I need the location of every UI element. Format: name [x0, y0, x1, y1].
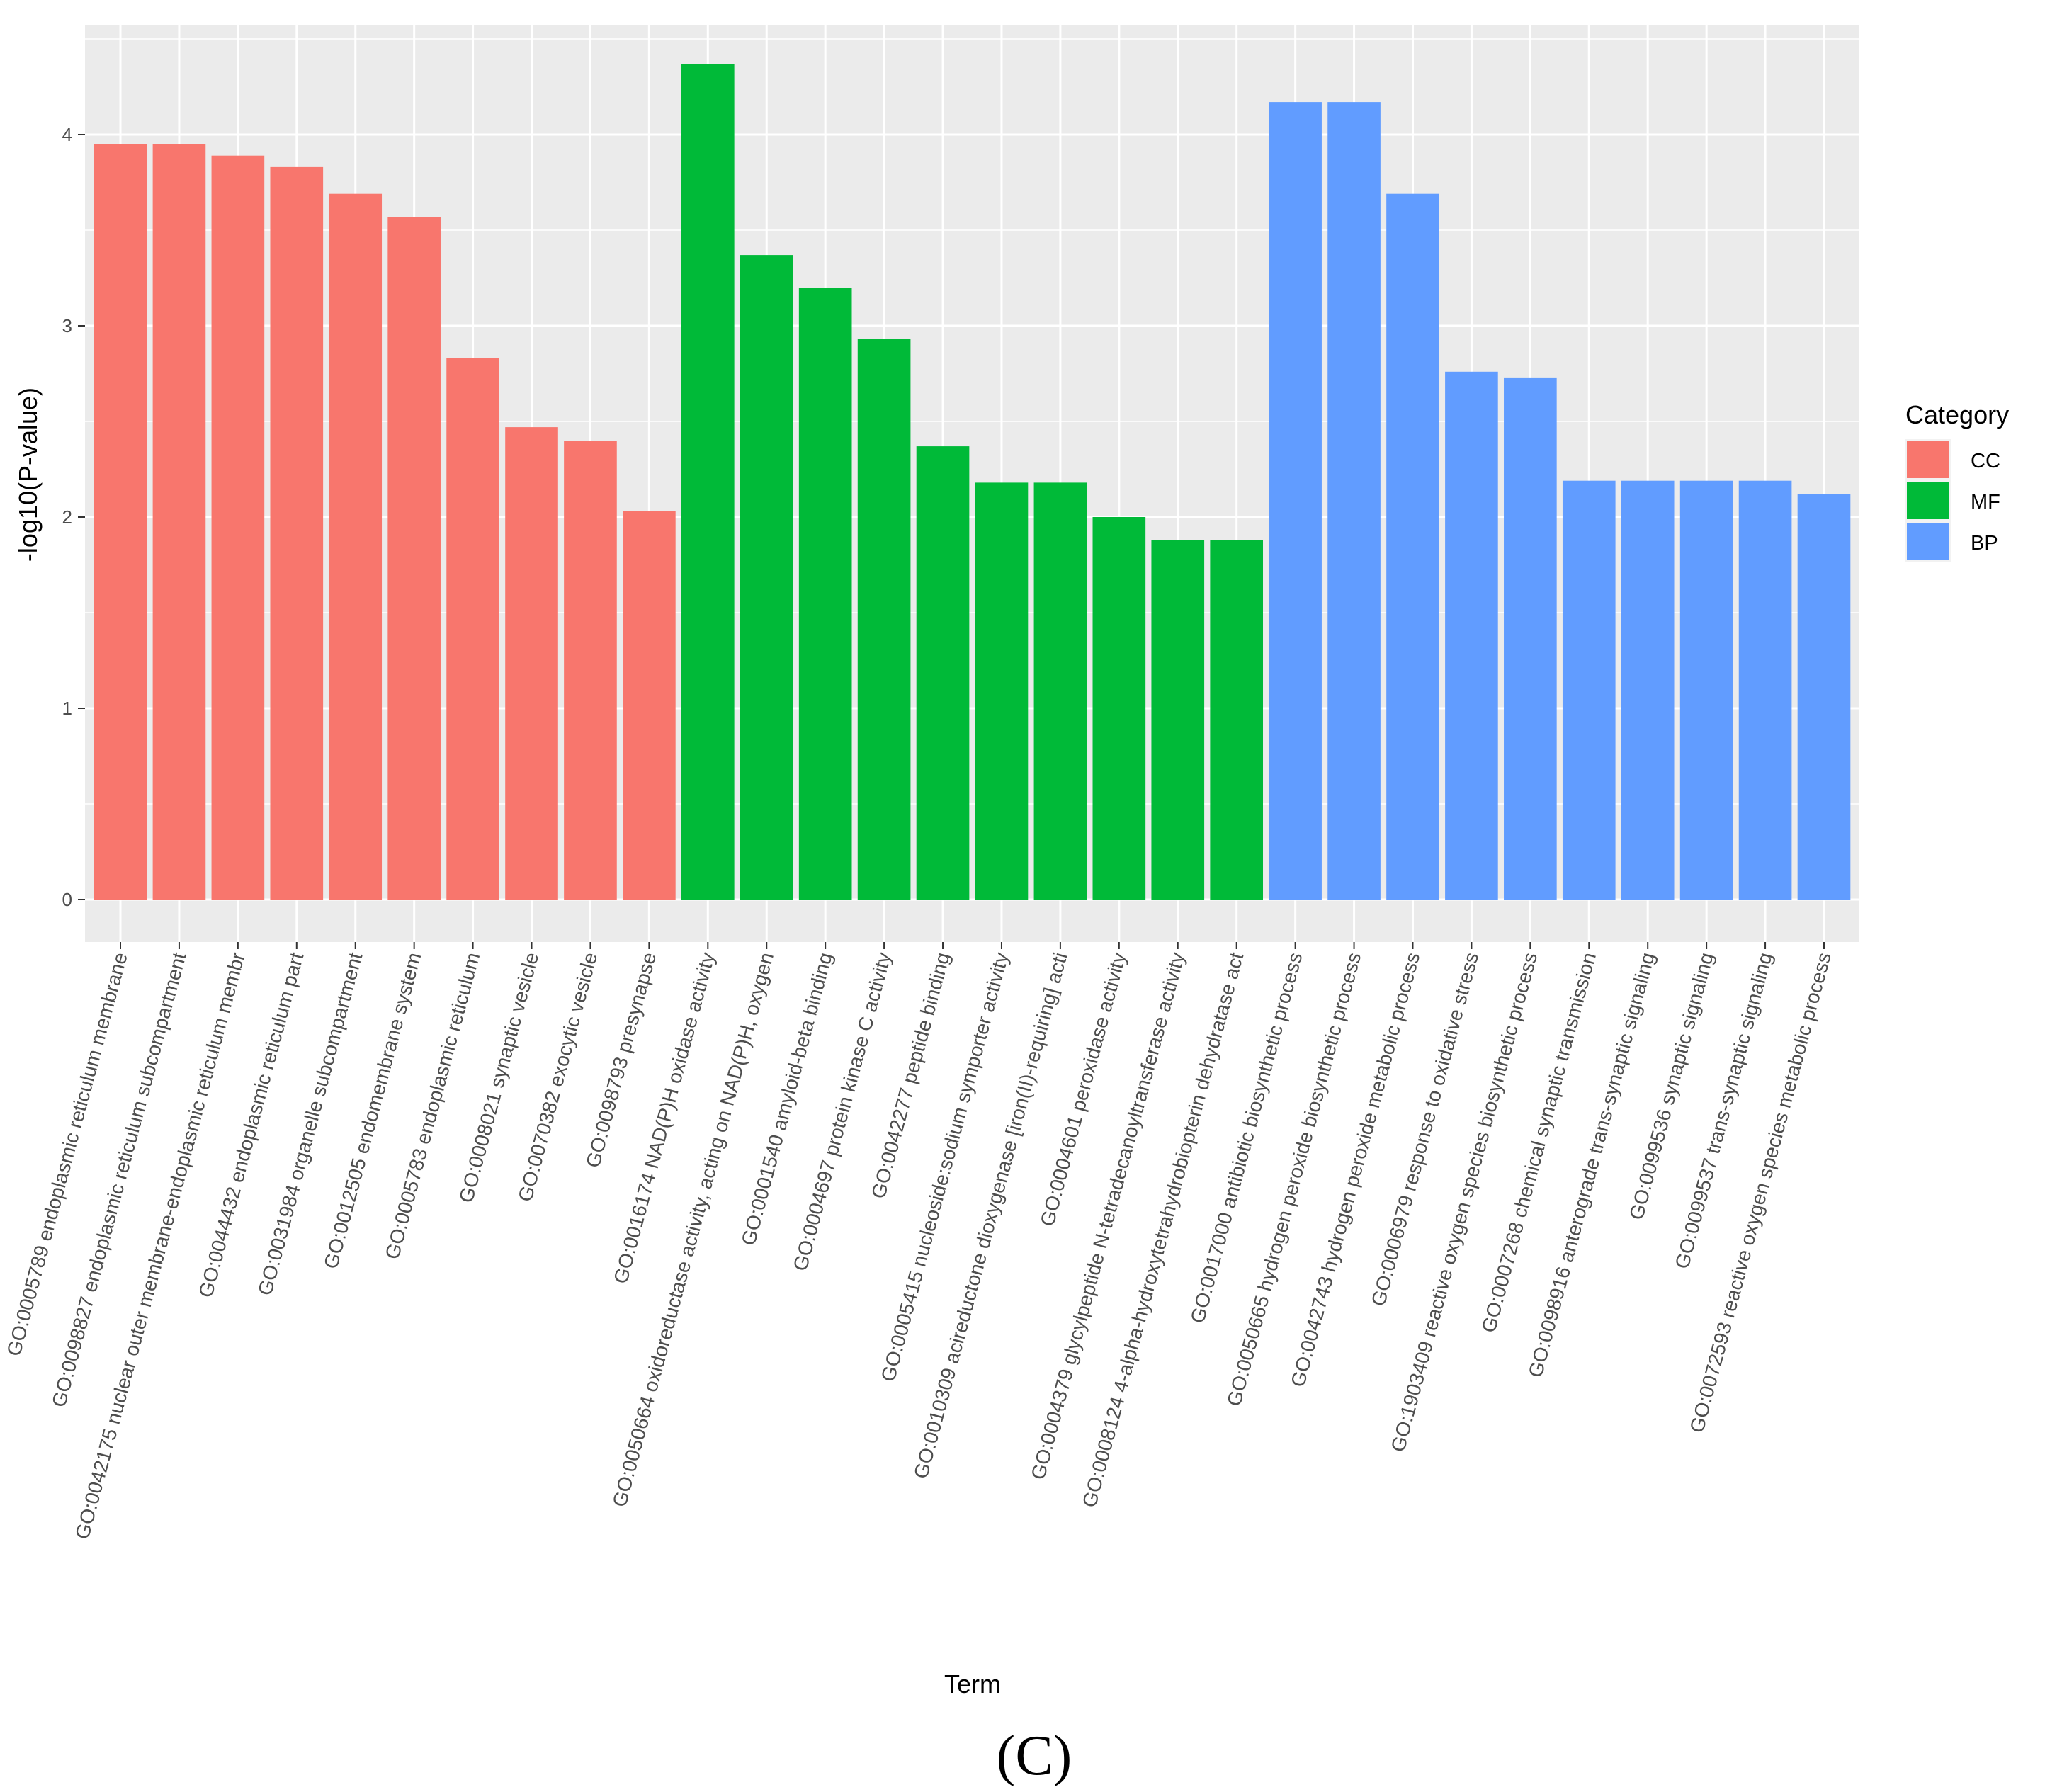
bar-bp — [1562, 480, 1616, 900]
x-axis-title: Term — [944, 1669, 1001, 1699]
bar-mf — [1151, 540, 1205, 900]
panel-caption: (C) — [997, 1725, 1072, 1787]
bar-bp — [1269, 102, 1322, 900]
bar-cc — [623, 511, 676, 900]
bar-bp — [1679, 480, 1733, 900]
x-axis: GO:0005789 endoplasmic reticulum membran… — [3, 942, 1835, 1541]
bar-cc — [94, 144, 147, 900]
bar-mf — [1033, 482, 1087, 900]
bar-bp — [1504, 377, 1557, 900]
bar-cc — [270, 166, 324, 900]
x-tick-label: GO:0044432 endoplasmic reticulum part — [195, 950, 308, 1300]
bar-bp — [1738, 480, 1792, 900]
legend-title: Category — [1905, 400, 2009, 429]
legend-label: CC — [1971, 450, 2000, 472]
bars-group — [94, 64, 1851, 900]
y-axis: 0 1 2 3 4 — [62, 124, 85, 910]
y-tick-label: 1 — [62, 698, 72, 719]
bar-mf — [916, 446, 970, 900]
bar-cc — [505, 427, 558, 900]
bar-mf — [857, 339, 911, 900]
bar-cc — [152, 144, 206, 900]
legend: Category CC MF BP — [1905, 400, 2009, 562]
bar-mf — [975, 482, 1029, 900]
x-tick-label: GO:0031984 organelle subcompartment — [254, 950, 366, 1298]
bar-cc — [211, 155, 265, 900]
y-tick-label: 2 — [62, 506, 72, 528]
bar-bp — [1327, 102, 1381, 900]
bar-cc — [564, 441, 617, 900]
y-tick-label: 3 — [62, 315, 72, 336]
bar-bp — [1797, 494, 1851, 900]
bar-bp — [1621, 480, 1675, 900]
bar-mf — [740, 255, 793, 900]
bar-mf — [1210, 540, 1264, 900]
x-tick-label: GO:0017000 antibiotic biosynthetic proce… — [1186, 951, 1307, 1326]
y-axis-title: -log10(P-value) — [13, 387, 43, 562]
x-tick-label: GO:0005789 endoplasmic reticulum membran… — [3, 951, 132, 1359]
legend-swatch-bp — [1907, 523, 1949, 560]
bar-bp — [1445, 371, 1498, 900]
bar-cc — [446, 358, 499, 900]
x-tick-label: GO:0007268 chemical synaptic transmissio… — [1478, 951, 1600, 1335]
bar-cc — [329, 193, 383, 900]
bar-mf — [1092, 517, 1146, 900]
bar-mf — [798, 288, 852, 900]
bar-mf — [681, 64, 735, 900]
bar-bp — [1386, 193, 1439, 900]
legend-swatch-mf — [1907, 482, 1949, 519]
legend-swatch-cc — [1907, 441, 1949, 478]
x-tick-label: GO:0006979 response to oxidative stress — [1367, 951, 1483, 1309]
legend-label: BP — [1971, 532, 1998, 555]
legend-label: MF — [1971, 491, 2000, 514]
y-tick-label: 0 — [62, 889, 72, 910]
bar-cc — [387, 217, 441, 900]
y-tick-label: 4 — [62, 124, 72, 145]
